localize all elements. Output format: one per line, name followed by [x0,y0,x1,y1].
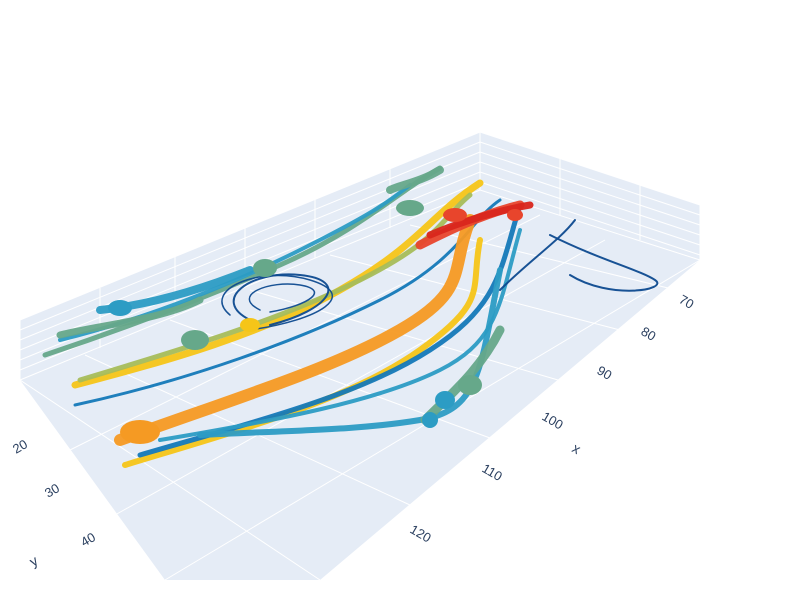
x-tick-label: 120 [408,522,434,546]
stream-tube [122,237,483,468]
stream-tube [549,234,659,292]
x-tick-label: 70 [677,292,697,312]
stream-tube [56,296,204,339]
stream-tube-segment [458,375,482,395]
grid-line [479,151,701,226]
x-tick-label: 100 [540,409,566,433]
grid-line [479,181,701,256]
grid-line [19,189,481,381]
stream-tube [426,201,534,239]
stream-tube [221,274,333,331]
stream-tube [499,219,576,291]
grid-line [479,141,701,216]
x-tick-label: 110 [480,461,505,484]
grid-line [19,141,481,331]
scene-back-wall [20,132,700,380]
grid-line [479,171,701,246]
stream-tube [232,273,330,326]
stream-tube-segment [181,330,209,350]
y-tick-label: 20 [10,436,30,456]
stream-tube-segment [422,412,438,428]
x-axis-title: x [570,440,584,457]
stream-tube-segment [240,318,260,332]
stream-tubes [42,165,659,468]
y-tick-label: 30 [42,480,62,500]
grid-line [479,131,701,206]
stream-tube-segment [435,391,455,409]
stream-tube-segment [507,209,523,221]
grid-line [114,239,606,516]
stream-tube [77,192,473,383]
grid-line [19,379,321,581]
stream-tube [158,228,522,442]
grid-line [479,161,701,236]
stream-tube [386,166,444,194]
stream-tube-segment [120,420,160,444]
y-tick-label: 40 [78,529,98,549]
stream-tube-segment [443,208,467,222]
stream-tube-segment [108,300,132,316]
x-tick-label: 90 [595,363,615,383]
y-axis-title: y [27,552,41,569]
grid-line [19,131,481,321]
grid-line [409,224,669,289]
stream-tube-segment [396,200,424,216]
stream-tube [114,214,476,446]
stream-tube [197,267,503,438]
stream-tube-segment [253,259,277,277]
x-tick-label: 80 [639,324,659,344]
stream-tube [248,283,316,313]
